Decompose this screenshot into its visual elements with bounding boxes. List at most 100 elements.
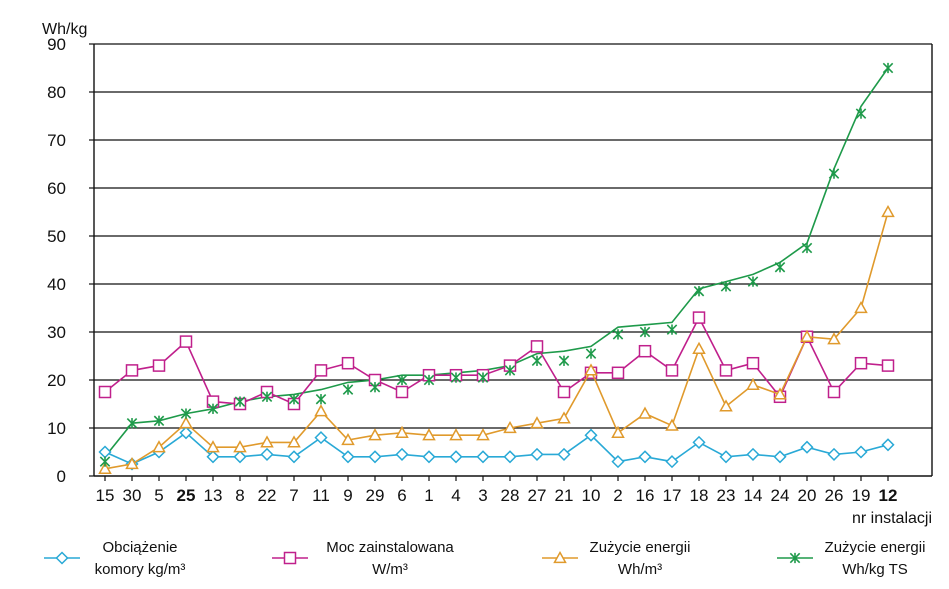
legend-item-1: Moc zainstalowana W/m³ — [272, 539, 454, 578]
y-tick-label: 30 — [47, 323, 66, 342]
data-point — [449, 428, 463, 441]
x-tick-label: 11 — [312, 486, 330, 505]
data-point — [854, 445, 868, 459]
data-point — [665, 418, 679, 431]
x-tick-label: 13 — [204, 486, 223, 505]
x-axis-title: nr instalacji — [852, 510, 932, 527]
data-point — [693, 285, 705, 297]
data-point — [125, 364, 139, 377]
y-tick-label: 60 — [47, 179, 66, 198]
legend-item-2: Zużycie energii Wh/m³ — [542, 539, 690, 578]
data-point — [720, 281, 732, 292]
y-axis-title: Wh/kg — [42, 21, 87, 38]
data-point — [288, 393, 300, 405]
data-point — [422, 450, 436, 464]
x-tick-label: 3 — [478, 486, 487, 505]
legend: Obciążenie komory kg/m³ Moc zainstalowana W… — [44, 539, 925, 578]
data-point — [179, 335, 193, 348]
x-tick-label: 7 — [289, 486, 298, 505]
data-point — [746, 447, 760, 461]
data-point — [553, 550, 567, 564]
data-point — [612, 329, 624, 340]
x-tick-label: 28 — [501, 486, 520, 505]
x-tick-label: 1 — [424, 486, 433, 505]
legend-label: Obciążenie — [102, 539, 177, 556]
x-tick-label: 25 — [177, 486, 196, 505]
x-tick-label: 17 — [663, 486, 682, 505]
x-tick-label: 8 — [235, 486, 244, 505]
data-point — [207, 403, 219, 415]
x-tick-label: 19 — [852, 486, 871, 505]
data-point — [854, 356, 868, 370]
data-point — [504, 365, 516, 376]
data-point — [341, 450, 355, 464]
data-point — [206, 450, 220, 464]
legend-item-0: Obciążenie komory kg/m³ — [44, 539, 185, 578]
data-point — [827, 332, 841, 345]
data-point — [287, 450, 301, 464]
data-point — [855, 108, 867, 119]
data-point — [557, 411, 571, 424]
data-point — [638, 406, 652, 419]
data-point — [854, 300, 868, 314]
data-point — [692, 435, 706, 449]
y-tick-label: 70 — [47, 131, 66, 150]
data-point — [774, 261, 786, 273]
data-point — [746, 377, 760, 390]
legend-label: Wh/m³ — [618, 561, 662, 578]
x-tick-label: 5 — [154, 486, 163, 505]
series-line — [104, 211, 889, 470]
data-point — [746, 356, 760, 370]
data-point — [558, 355, 570, 367]
x-tick-label: 30 — [123, 486, 142, 505]
data-point — [261, 391, 273, 403]
data-point — [233, 440, 247, 453]
x-tick-label: 21 — [555, 486, 574, 505]
data-point — [530, 416, 544, 429]
data-point — [773, 387, 787, 400]
y-tick-label: 50 — [47, 227, 66, 246]
data-point — [666, 324, 678, 335]
x-tick-label: 2 — [613, 486, 622, 505]
data-point — [801, 242, 813, 254]
data-point — [503, 450, 517, 464]
data-point — [476, 428, 490, 441]
data-point — [773, 450, 787, 464]
y-axis-ticks: 0 10 20 30 40 50 60 70 80 90 — [47, 35, 94, 486]
data-point — [477, 372, 489, 383]
data-point — [719, 399, 733, 412]
data-point — [315, 393, 327, 405]
data-point — [179, 426, 193, 440]
data-point — [719, 450, 733, 464]
series-line — [104, 431, 889, 465]
data-point — [422, 428, 436, 441]
x-axis-ticks: 15 30 5 25 13 8 22 7 11 9 29 6 1 4 3 28 27 21 10 2 16 17 18 23 1… — [96, 476, 897, 505]
data-point — [314, 364, 328, 377]
data-point — [314, 431, 328, 445]
data-point — [719, 364, 733, 377]
x-tick-label: 24 — [771, 486, 790, 505]
x-tick-label: 16 — [636, 486, 655, 505]
data-point — [98, 385, 112, 399]
y-tick-label: 10 — [47, 419, 66, 438]
x-tick-label: 22 — [258, 486, 277, 505]
data-point — [99, 456, 111, 467]
data-point — [153, 415, 165, 427]
data-point — [584, 363, 598, 376]
y-tick-label: 90 — [47, 35, 66, 54]
data-point — [530, 340, 544, 353]
data-point — [800, 329, 814, 342]
data-point — [638, 450, 652, 464]
y-tick-label: 80 — [47, 83, 66, 102]
data-point — [395, 385, 409, 399]
data-point — [206, 440, 220, 453]
data-point — [152, 359, 166, 372]
data-point — [368, 450, 382, 464]
data-point — [342, 384, 354, 395]
data-point — [881, 438, 895, 452]
data-point — [584, 428, 598, 442]
x-tick-label: 20 — [798, 486, 817, 505]
y-tick-label: 40 — [47, 275, 66, 294]
data-point — [611, 455, 625, 469]
data-point — [314, 404, 328, 417]
